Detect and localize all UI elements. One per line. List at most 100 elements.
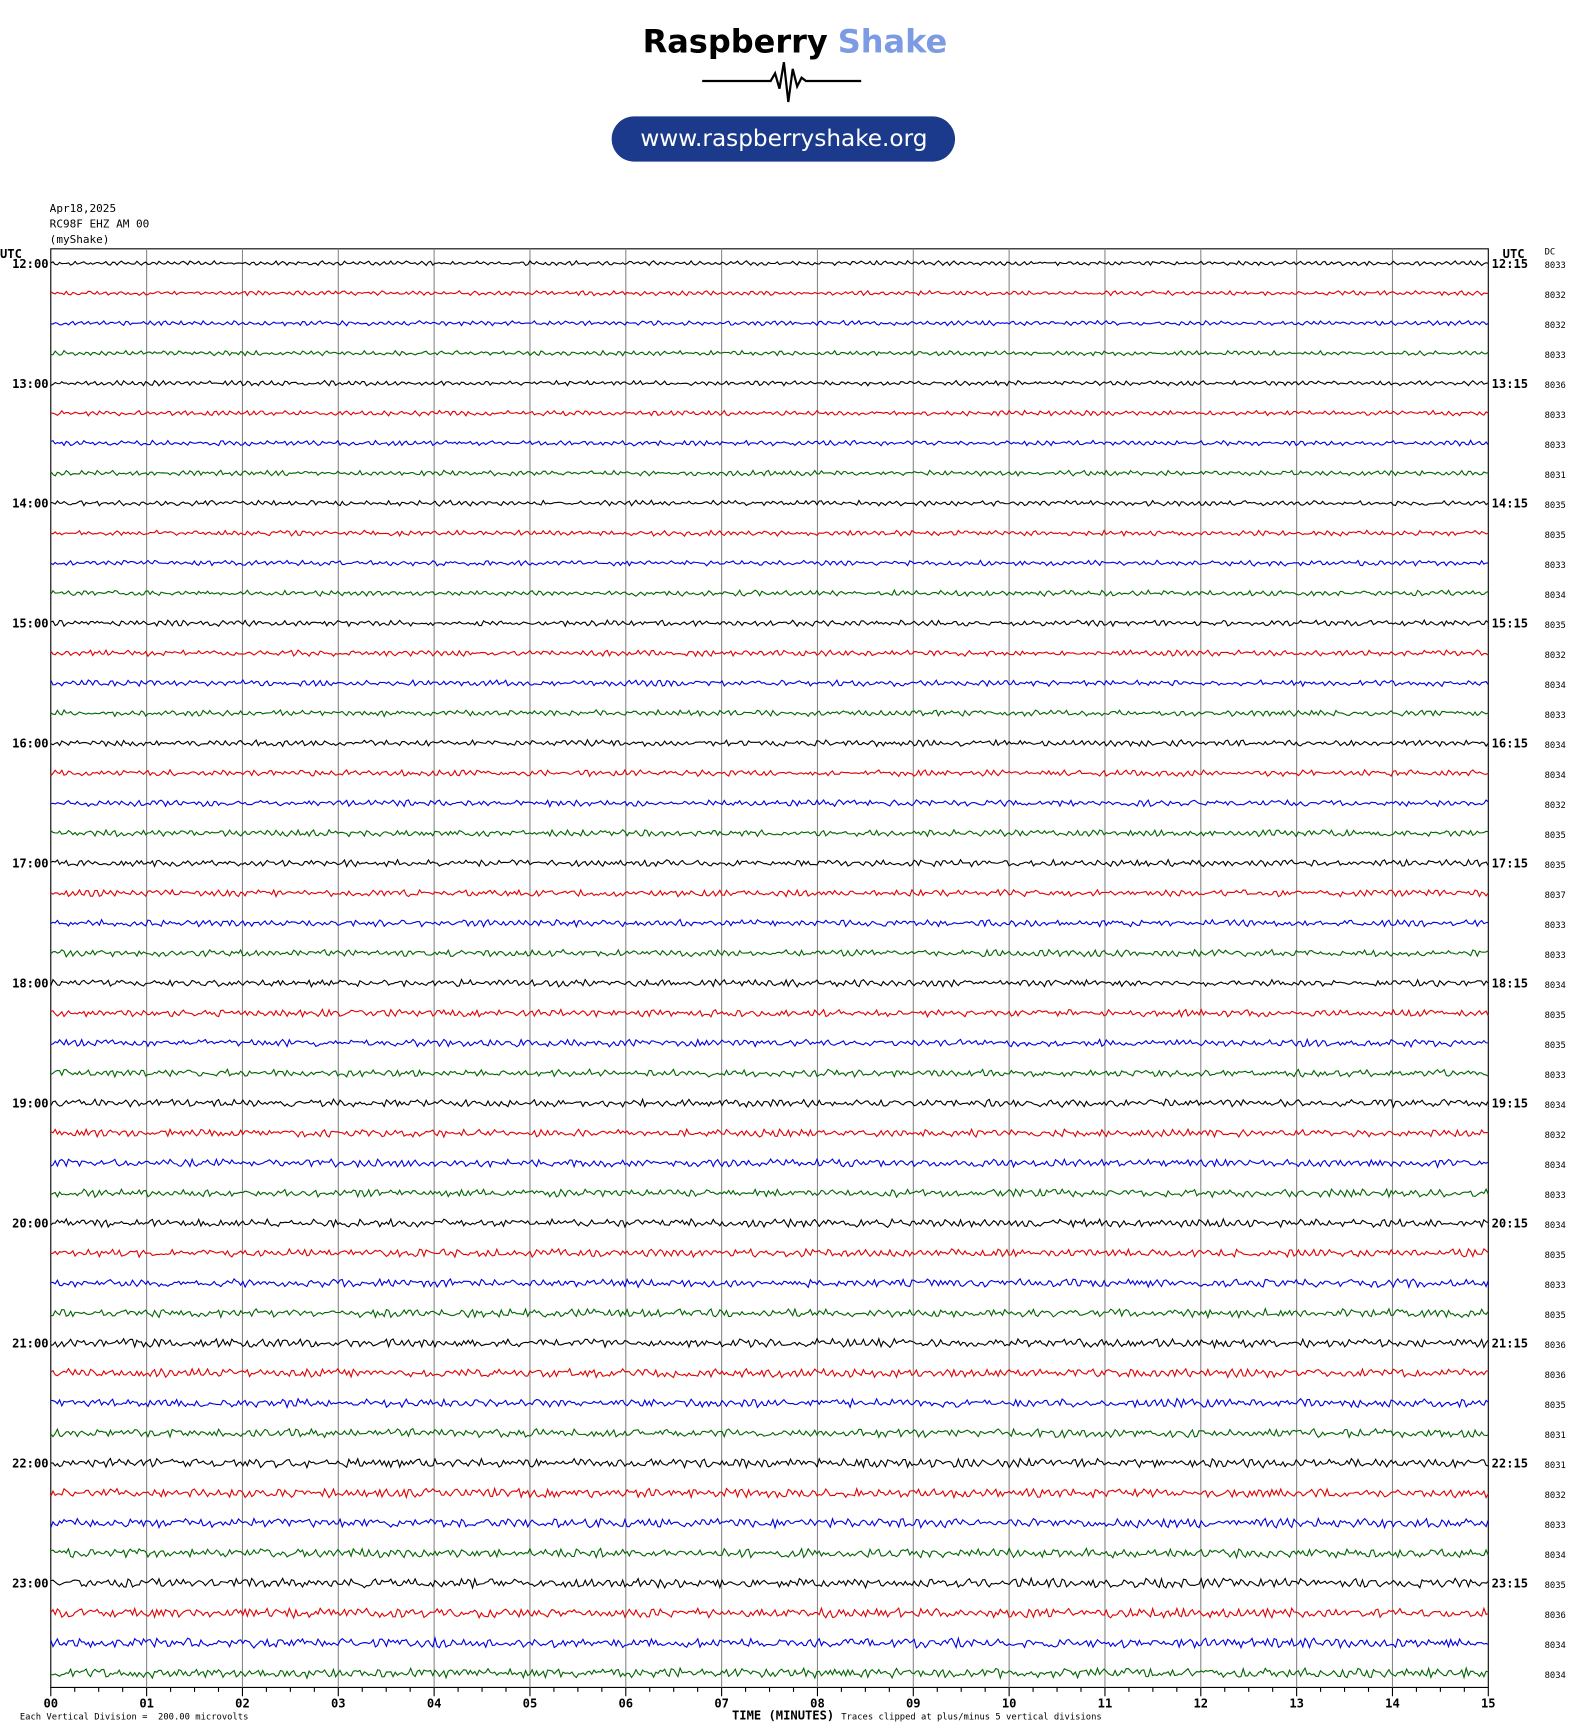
trace (50, 379, 1489, 387)
dc-value: 8035 (1545, 831, 1566, 841)
dc-value: 8035 (1545, 621, 1566, 631)
plot-frame (50, 248, 1489, 1688)
trace (50, 1367, 1489, 1379)
trace (50, 678, 1489, 688)
left-time-label: 20:00 (12, 1217, 48, 1231)
dc-value: 8036 (1545, 1371, 1566, 1381)
trace (50, 1157, 1489, 1169)
trace (50, 1427, 1489, 1439)
trace (50, 1008, 1489, 1019)
dc-value: 8033 (1545, 1071, 1566, 1081)
logo-wave (702, 62, 862, 103)
trace (50, 828, 1489, 838)
dc-value: 8033 (1545, 411, 1566, 421)
dc-value: 8036 (1545, 1341, 1566, 1351)
trace (50, 1097, 1489, 1109)
trace (50, 409, 1489, 417)
minute-label: 09 (906, 1696, 921, 1710)
traces (50, 259, 1489, 1680)
dc-value: 8031 (1545, 1431, 1566, 1441)
right-time-label: 12:15 (1492, 257, 1529, 271)
left-time-label: 23:00 (12, 1577, 48, 1591)
left-time-label: 17:00 (12, 857, 48, 871)
left-time-label: 15:00 (12, 617, 48, 631)
trace (50, 1247, 1489, 1259)
trace (50, 1516, 1489, 1530)
dc-value: 8033 (1545, 1191, 1566, 1201)
right-time-label: 22:15 (1492, 1457, 1529, 1471)
minute-label: 10 (1002, 1696, 1017, 1710)
trace (50, 319, 1489, 327)
dc-value: 8037 (1545, 891, 1566, 901)
station-channel: RC98F EHZ AM 00 (50, 218, 150, 231)
dc-value: 8035 (1545, 1251, 1566, 1261)
url-pill[interactable] (611, 116, 956, 162)
grid (50, 248, 1489, 1697)
trace (50, 1067, 1489, 1079)
dc-value: 8035 (1545, 1311, 1566, 1321)
trace (50, 1457, 1489, 1470)
right-time-label: 14:15 (1492, 497, 1529, 511)
dc-value: 8033 (1545, 1281, 1566, 1291)
dc-value: 8034 (1545, 1161, 1566, 1171)
clip-note: Traces clipped at plus/minus 5 vertical … (841, 1713, 1101, 1723)
left-time-label: 22:00 (12, 1457, 48, 1471)
dc-title: DC (1545, 248, 1556, 258)
trace (50, 1636, 1489, 1650)
trace (50, 499, 1489, 508)
trace (50, 1576, 1489, 1590)
trace (50, 888, 1489, 898)
x-axis-title: TIME (MINUTES) (732, 1709, 834, 1723)
minute-label: 00 (43, 1696, 58, 1710)
scale-note: Each Vertical Division = 200.00 microvol… (20, 1713, 249, 1723)
dc-value: 8036 (1545, 381, 1566, 391)
minute-label: 14 (1385, 1696, 1400, 1710)
dc-value: 8033 (1545, 921, 1566, 931)
minute-label: 11 (1098, 1696, 1113, 1710)
dc-value: 8033 (1545, 1521, 1566, 1531)
dc-value: 8033 (1545, 711, 1566, 721)
dc-value: 8034 (1545, 981, 1566, 991)
minute-label: 06 (618, 1696, 633, 1710)
left-time-label: 21:00 (12, 1337, 48, 1351)
dc-value: 8035 (1545, 1041, 1566, 1051)
labels: 00 01 02 03 04 05 06 07 08 09 10 11 12 13 14 15 8033 8032… (12, 257, 1566, 1711)
left-time-label: 13:00 (12, 377, 48, 391)
dc-value: 8032 (1545, 291, 1566, 301)
trace (50, 858, 1489, 868)
dc-value: 8035 (1545, 861, 1566, 871)
trace (50, 559, 1489, 567)
right-time-label: 17:15 (1492, 857, 1529, 871)
trace (50, 289, 1489, 297)
dc-value: 8035 (1545, 1401, 1566, 1411)
trace (50, 1486, 1489, 1500)
right-time-label: 18:15 (1492, 977, 1529, 991)
right-time-label: 13:15 (1492, 377, 1529, 391)
trace (50, 1037, 1489, 1049)
dc-value: 8034 (1545, 1551, 1566, 1561)
left-time-label: 14:00 (12, 497, 48, 511)
dc-value: 8033 (1545, 951, 1566, 961)
trace (50, 618, 1489, 628)
minute-label: 04 (427, 1696, 442, 1710)
dc-value: 8034 (1545, 1671, 1566, 1681)
dc-value: 8035 (1545, 1011, 1566, 1021)
url[interactable]: www.raspberryshake.org (640, 125, 927, 152)
trace (50, 1546, 1489, 1560)
minute-label: 15 (1481, 1696, 1496, 1710)
trace (50, 1665, 1489, 1680)
dc-value: 8034 (1545, 1101, 1566, 1111)
right-time-label: 19:15 (1492, 1097, 1529, 1111)
right-axis-title: UTC (1503, 247, 1525, 261)
right-time-label: 23:15 (1492, 1577, 1529, 1591)
trace (50, 349, 1489, 357)
station-date: Apr18,2025 (50, 202, 116, 215)
dc-value: 8033 (1545, 351, 1566, 361)
logo: Raspberry Shake www.raspberryshake.org (611, 22, 956, 162)
trace (50, 1187, 1489, 1199)
dc-value: 8032 (1545, 801, 1566, 811)
minute-label: 13 (1289, 1696, 1304, 1710)
minute-label: 12 (1193, 1696, 1208, 1710)
trace (50, 1277, 1489, 1289)
